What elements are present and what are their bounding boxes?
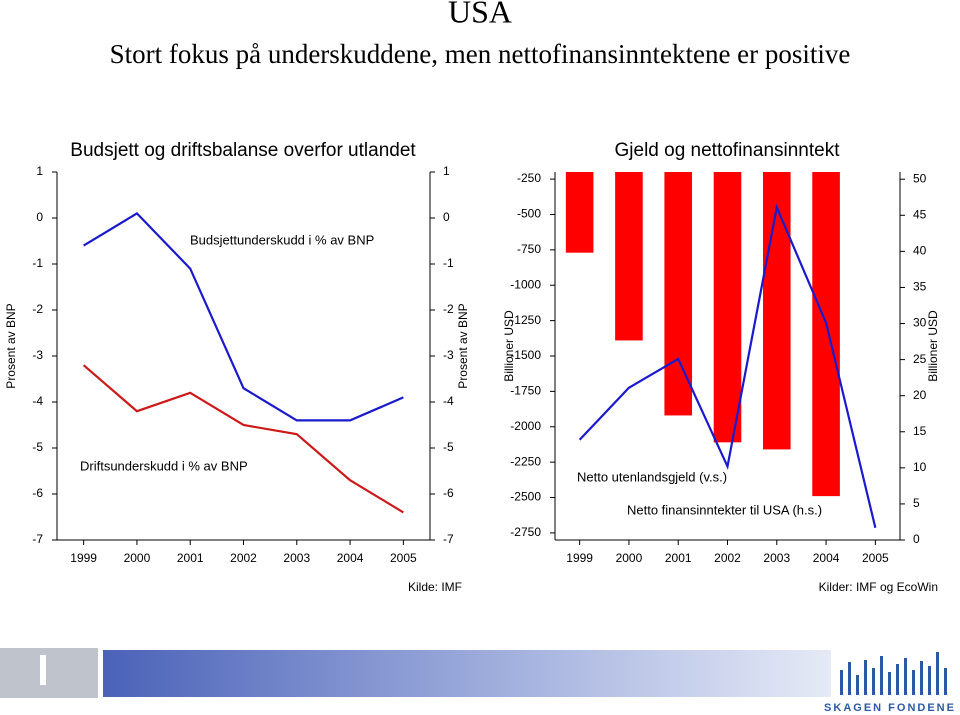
- x-tick-label: 2003: [763, 551, 790, 565]
- y2-axis-label: Billioner USD: [926, 310, 940, 382]
- y2-tick-label: 0: [443, 210, 450, 224]
- y2-tick-label: 40: [913, 244, 927, 258]
- x-tick-label: 2005: [862, 551, 889, 565]
- footer-band: [103, 650, 831, 697]
- y2-tick-label: 15: [913, 424, 927, 438]
- x-tick-label: 2004: [337, 551, 364, 565]
- y2-tick-label: -7: [443, 532, 454, 546]
- y2-tick-label: 35: [913, 280, 927, 294]
- y-tick-label: -2250: [510, 454, 541, 468]
- y-tick-label: -1500: [510, 348, 541, 362]
- x-tick-label: 1999: [566, 551, 593, 565]
- y-tick-label: -1250: [510, 313, 541, 327]
- x-tick-label: 2000: [616, 551, 643, 565]
- series-label: Budsjettunderskudd i % av BNP: [190, 232, 374, 247]
- y2-tick-label: 1: [443, 164, 450, 178]
- lighthouse-image: [0, 648, 98, 698]
- y2-tick-label: -1: [443, 256, 454, 270]
- y-tick-label: -3: [32, 348, 43, 362]
- bar: [615, 172, 643, 341]
- y-tick-label: -250: [517, 171, 541, 185]
- bar: [812, 172, 840, 497]
- y-tick-label: -500: [517, 207, 541, 221]
- y2-tick-label: 5: [913, 496, 920, 510]
- y-tick-label: -1000: [510, 277, 541, 291]
- y-tick-label: 0: [36, 210, 43, 224]
- y-tick-label: -6: [32, 486, 43, 500]
- y-tick-label: -7: [32, 532, 43, 546]
- slide-subtitle: Stort fokus på underskuddene, men nettof…: [110, 39, 851, 69]
- y2-tick-label: 20: [913, 388, 927, 402]
- y-tick-label: -2500: [510, 490, 541, 504]
- y-axis-label: Billioner USD: [502, 310, 516, 382]
- x-tick-label: 2001: [665, 551, 692, 565]
- x-tick-label: 2002: [230, 551, 257, 565]
- chart-title: Gjeld og nettofinansinntekt: [615, 140, 841, 161]
- y2-tick-label: 25: [913, 352, 927, 366]
- x-tick-label: 2000: [124, 551, 151, 565]
- x-tick-label: 2005: [390, 551, 417, 565]
- line: [82, 364, 404, 514]
- series-label: Netto utenlandsgjeld (v.s.): [577, 469, 727, 484]
- y-tick-label: 1: [36, 164, 43, 178]
- y2-tick-label: -6: [443, 486, 454, 500]
- logo-text: SKAGEN FONDENE: [824, 702, 956, 714]
- line: [83, 212, 404, 422]
- x-tick-label: 1999: [70, 551, 97, 565]
- y2-tick-label: -3: [443, 348, 454, 362]
- y2-tick-label: 45: [913, 207, 927, 221]
- y2-tick-label: 50: [913, 171, 927, 185]
- y-tick-label: -4: [32, 394, 43, 408]
- line: [578, 203, 877, 528]
- y-tick-label: -2750: [510, 525, 541, 539]
- chart-title: Budsjett og driftsbalanse overfor utland…: [70, 140, 416, 161]
- y-tick-label: -2000: [510, 419, 541, 433]
- y-tick-label: -750: [517, 242, 541, 256]
- y-tick-label: -1: [32, 256, 43, 270]
- x-tick-label: 2002: [714, 551, 741, 565]
- y2-tick-label: -4: [443, 394, 454, 408]
- y-tick-label: -2: [32, 302, 43, 316]
- y2-axis-label: Prosent av BNP: [456, 303, 470, 388]
- y2-tick-label: 30: [913, 316, 927, 330]
- y-tick-label: -1750: [510, 384, 541, 398]
- x-tick-label: 2004: [813, 551, 840, 565]
- bar: [664, 172, 693, 416]
- source: Kilde: IMF: [408, 580, 462, 594]
- bar: [713, 172, 742, 443]
- y2-tick-label: -2: [443, 302, 454, 316]
- x-tick-label: 2003: [283, 551, 310, 565]
- bar: [565, 172, 594, 253]
- y-axis-label: Prosent av BNP: [4, 303, 18, 388]
- slide-title: USA: [448, 0, 512, 29]
- series-label: Netto finansinntekter til USA (h.s.): [627, 502, 822, 517]
- series-label: Driftsunderskudd i % av BNP: [80, 458, 248, 473]
- source: Kilder: IMF og EcoWin: [819, 580, 938, 594]
- y2-tick-label: 0: [913, 532, 920, 546]
- logo-graphic: [840, 652, 947, 695]
- x-tick-label: 2001: [177, 551, 204, 565]
- y2-tick-label: -5: [443, 440, 454, 454]
- lighthouse: [40, 655, 46, 685]
- y-tick-label: -5: [32, 440, 43, 454]
- bar: [762, 172, 791, 450]
- y2-tick-label: 10: [913, 460, 927, 474]
